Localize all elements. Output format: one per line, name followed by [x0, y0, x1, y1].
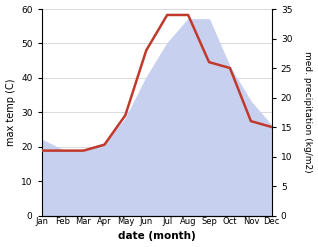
Y-axis label: max temp (C): max temp (C) [5, 79, 16, 146]
X-axis label: date (month): date (month) [118, 231, 196, 242]
Y-axis label: med. precipitation (kg/m2): med. precipitation (kg/m2) [303, 51, 313, 173]
